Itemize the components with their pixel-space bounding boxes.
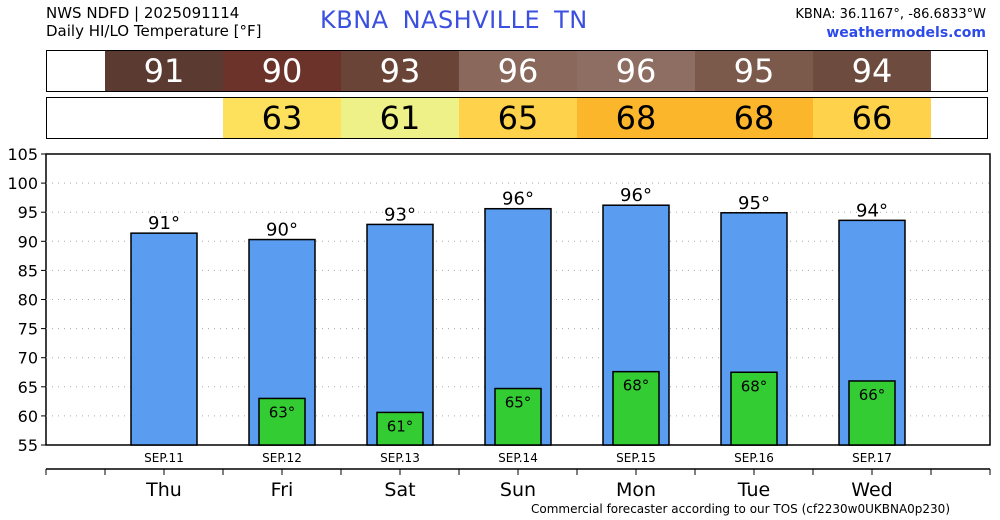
y-tick-label: 65	[18, 378, 38, 397]
low-bar	[376, 411, 424, 446]
date-label: SEP.15	[616, 451, 656, 465]
high-bar	[130, 232, 198, 446]
high-temp-cell: 93	[341, 51, 459, 91]
y-tick-label: 95	[18, 203, 38, 222]
high-bar-label: 94°	[856, 200, 888, 221]
high-bar-label: 93°	[384, 204, 416, 225]
low-temp-cell: 65	[459, 98, 577, 138]
temperature-bar-chart: 55 60 65 70 75 80 85 90 95 100 105 91° SEP.11 Thu 90° 6…	[7, 145, 991, 500]
low-bar-label: 68°	[741, 377, 768, 395]
date-label: SEP.13	[380, 451, 420, 465]
high-temp-cell: 94	[813, 51, 931, 91]
y-tick-label: 60	[18, 407, 38, 426]
low-bar	[258, 397, 306, 446]
y-tick-label: 90	[18, 232, 38, 251]
station-coordinates: KBNA: 36.1167°, -86.6833°W	[795, 7, 986, 22]
y-tick-label: 85	[18, 261, 38, 280]
chart-title: Daily HI/LO Temperature [°F]	[46, 22, 262, 40]
low-bar	[730, 371, 778, 446]
day-label: Sun	[500, 479, 536, 500]
site-link[interactable]: weathermodels.com	[826, 25, 986, 41]
low-temp-cell	[105, 98, 223, 138]
city-name: NASHVILLE	[402, 6, 541, 34]
y-tick-label: 70	[18, 349, 38, 368]
date-label: SEP.17	[852, 451, 892, 465]
low-temp-cell: 61	[341, 98, 459, 138]
low-bar-label: 65°	[505, 394, 532, 412]
high-temp-strip: 91 90 93 96 96 95 94	[46, 50, 988, 92]
high-bar-label: 96°	[502, 189, 534, 210]
high-bar-label: 95°	[738, 193, 770, 214]
chart-header-right: KBNA: 36.1167°, -86.6833°W weathermodels…	[795, 5, 986, 43]
date-label: SEP.14	[498, 451, 538, 465]
y-tick-label: 105	[7, 145, 38, 164]
date-label: SEP.12	[262, 451, 302, 465]
state-code: TN	[554, 6, 588, 34]
high-bar	[366, 223, 434, 446]
day-label: Sat	[384, 479, 415, 500]
low-bar	[494, 387, 542, 446]
low-bar-label: 63°	[269, 403, 296, 421]
station-id: KBNA	[320, 6, 389, 34]
date-label: SEP.16	[734, 451, 774, 465]
high-bar-label: 91°	[148, 213, 180, 234]
location-title: KBNA NASHVILLE TN	[320, 6, 820, 34]
chart-header-left: NWS NDFD | 2025091114 Daily HI/LO Temper…	[46, 4, 262, 40]
day-label: Fri	[271, 479, 294, 500]
y-tick-label: 55	[18, 436, 38, 455]
low-temp-strip: 63 61 65 68 68 66	[46, 97, 988, 139]
day-label: Tue	[737, 479, 770, 500]
date-label: SEP.11	[144, 451, 184, 465]
high-bar-label: 96°	[620, 185, 652, 206]
low-temp-cell: 63	[223, 98, 341, 138]
day-label: Thu	[145, 479, 182, 500]
y-tick-label: 100	[7, 174, 38, 193]
footer-note: Commercial forecaster according to our T…	[530, 502, 950, 516]
low-temp-cell: 66	[813, 98, 931, 138]
low-temp-cell: 68	[577, 98, 695, 138]
low-bar	[848, 380, 896, 446]
low-bar-label: 68°	[623, 377, 650, 395]
day-label: Mon	[616, 479, 656, 500]
low-bar-label: 66°	[859, 386, 886, 404]
low-bar	[612, 370, 660, 446]
y-tick-label: 75	[18, 320, 38, 339]
product-line: NWS NDFD | 2025091114	[46, 4, 240, 22]
day-label: Wed	[851, 479, 892, 500]
high-temp-cell: 95	[695, 51, 813, 91]
high-bar-label: 90°	[266, 220, 298, 241]
low-bar-label: 61°	[387, 417, 414, 435]
high-temp-cell: 96	[577, 51, 695, 91]
high-temp-cell: 96	[459, 51, 577, 91]
high-temp-cell: 91	[105, 51, 223, 91]
low-temp-cell: 68	[695, 98, 813, 138]
high-temp-cell: 90	[223, 51, 341, 91]
y-tick-label: 80	[18, 291, 38, 310]
